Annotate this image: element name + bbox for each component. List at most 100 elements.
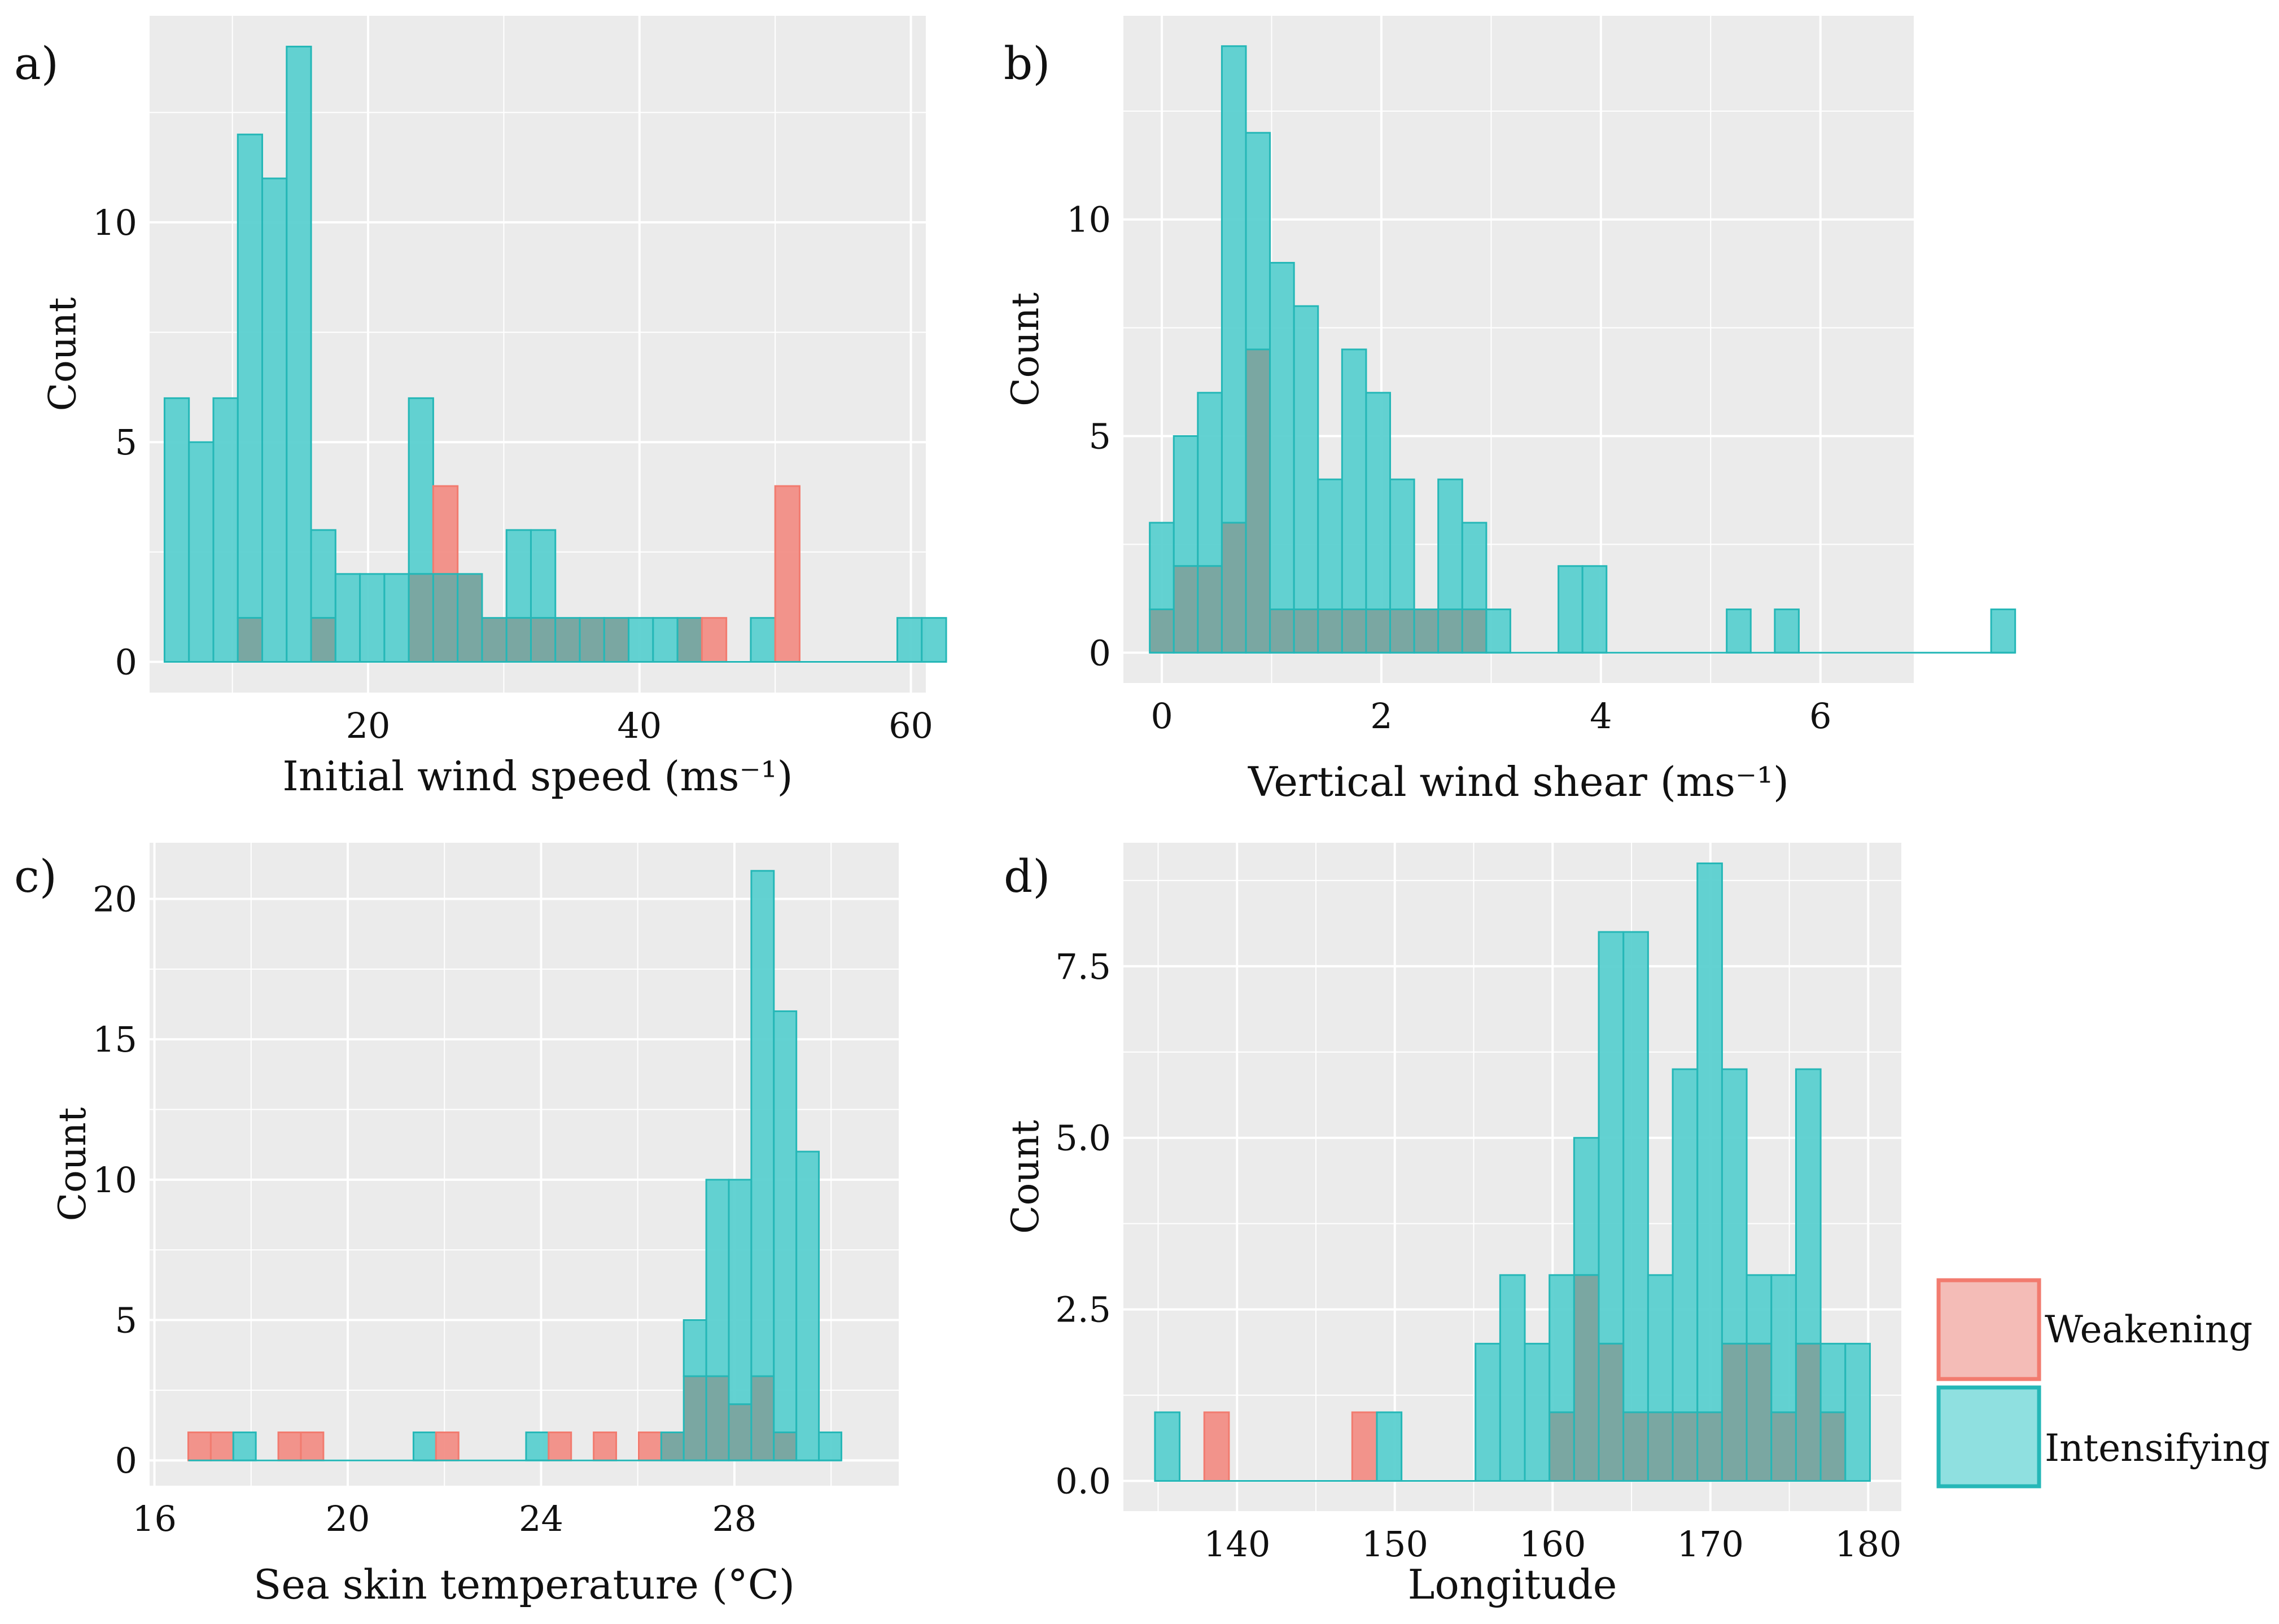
bar-overlap <box>1721 1342 1748 1482</box>
y-tick-label: 7.5 <box>1055 946 1111 987</box>
bar-weakening <box>593 1431 618 1461</box>
bar-intensifying <box>1844 1342 1871 1482</box>
bar-weakening <box>300 1431 325 1461</box>
bar-overlap <box>457 573 483 663</box>
bar-intensifying <box>896 617 923 663</box>
bar-intensifying <box>1524 1342 1551 1482</box>
bar-intensifying <box>1149 522 1175 611</box>
panel-tag: b) <box>1004 37 1050 90</box>
bar-overlap <box>579 617 605 663</box>
bar-weakening <box>1351 1411 1378 1482</box>
bar-overlap <box>481 617 508 663</box>
y-tick-label: 5 <box>1089 416 1111 457</box>
bar-overlap <box>432 573 459 663</box>
bar-intensifying <box>1376 1411 1403 1482</box>
bar-intensifying <box>1696 862 1723 1413</box>
bar-intensifying <box>1549 1274 1575 1413</box>
bar-intensifying <box>1746 1274 1773 1345</box>
panel-tag: d) <box>1004 850 1050 903</box>
bar-overlap <box>1365 609 1392 654</box>
bar-overlap <box>1795 1342 1822 1482</box>
bar-intensifying <box>773 1010 798 1433</box>
bar-overlap <box>1437 609 1463 654</box>
bar-intensifying <box>818 1431 842 1461</box>
bar-intensifying <box>1475 1342 1501 1482</box>
bar-intensifying <box>237 133 264 619</box>
y-tick-label: 5 <box>115 422 137 463</box>
bar-overlap <box>1647 1411 1674 1482</box>
x-tick-label: 16 <box>132 1498 177 1539</box>
bar-weakening <box>435 1431 460 1461</box>
bar-intensifying <box>261 177 288 663</box>
y-axis-title: Count <box>1004 292 1047 406</box>
y-tick-label: 0 <box>115 1440 137 1481</box>
bar-intensifying <box>1269 261 1295 611</box>
bar-intensifying <box>1726 609 1752 654</box>
bar-overlap <box>1149 609 1175 654</box>
bar-intensifying <box>163 397 190 663</box>
bar-overlap <box>1696 1411 1723 1482</box>
bar-overlap <box>750 1375 775 1461</box>
y-tick-label: 2.5 <box>1055 1289 1111 1330</box>
bar-overlap <box>1389 609 1415 654</box>
bar-intensifying <box>1499 1274 1526 1482</box>
bar-overlap <box>1819 1411 1847 1482</box>
bar-intensifying <box>334 573 361 663</box>
x-axis-title: Vertical wind shear (ms⁻¹) <box>1248 758 1789 806</box>
bar-intensifying <box>188 441 215 663</box>
bar-overlap <box>728 1403 753 1461</box>
bar-overlap <box>683 1375 707 1461</box>
bar-intensifying <box>359 573 386 663</box>
y-axis-title: Count <box>51 1108 94 1222</box>
bar-intensifying <box>705 1179 730 1377</box>
bar-overlap <box>1317 609 1343 654</box>
bar-overlap <box>1461 609 1488 654</box>
legend-key-intensifying <box>1936 1385 2041 1489</box>
bar-intensifying <box>1990 609 2016 654</box>
x-tick-label: 180 <box>1835 1524 1901 1565</box>
bar-intensifying <box>383 573 410 663</box>
bar-intensifying <box>1197 392 1223 567</box>
bar-intensifying <box>1221 45 1247 524</box>
bar-intensifying <box>1317 478 1343 611</box>
x-axis-title: Initial wind speed (ms⁻¹) <box>282 752 793 800</box>
bar-intensifying <box>286 46 312 663</box>
bar-overlap <box>603 617 630 663</box>
bar-intensifying <box>1293 305 1319 611</box>
bar-intensifying <box>505 529 532 619</box>
bar-intensifying <box>795 1150 820 1461</box>
bar-intensifying <box>1721 1068 1748 1345</box>
bar-intensifying <box>1154 1411 1181 1482</box>
x-tick-label: 20 <box>346 705 391 746</box>
x-tick-label: 6 <box>1809 695 1831 737</box>
bar-intensifying <box>1573 1137 1600 1276</box>
bar-overlap <box>1269 609 1295 654</box>
bar-intensifying <box>1774 609 1800 654</box>
x-tick-label: 160 <box>1519 1524 1586 1565</box>
y-tick-label: 0.0 <box>1055 1461 1111 1502</box>
bar-intensifying <box>750 617 776 663</box>
bar-overlap <box>1672 1411 1699 1482</box>
y-tick-label: 20 <box>93 878 137 920</box>
y-tick-label: 5.0 <box>1055 1118 1111 1159</box>
legend-label-weakening: Weakening <box>2045 1308 2252 1351</box>
bar-intensifying <box>310 529 336 619</box>
bar-overlap <box>1197 565 1223 654</box>
legend-label-intensifying: Intensifying <box>2045 1426 2270 1470</box>
bar-overlap <box>310 617 336 663</box>
bar-intensifying <box>728 1179 753 1406</box>
y-tick-label: 15 <box>93 1019 137 1060</box>
bar-weakening <box>701 617 728 663</box>
x-tick-label: 170 <box>1677 1524 1744 1565</box>
bar-intensifying <box>1598 931 1625 1345</box>
bar-intensifying <box>1389 478 1415 611</box>
bar-overlap <box>1770 1411 1797 1482</box>
bar-weakening <box>774 485 801 663</box>
bar-intensifying <box>1245 132 1271 351</box>
bar-overlap <box>505 617 532 663</box>
bar-intensifying <box>1819 1342 1847 1413</box>
x-tick-label: 2 <box>1370 695 1392 737</box>
y-tick-label: 0 <box>1089 632 1111 673</box>
bar-intensifying <box>1365 392 1392 611</box>
